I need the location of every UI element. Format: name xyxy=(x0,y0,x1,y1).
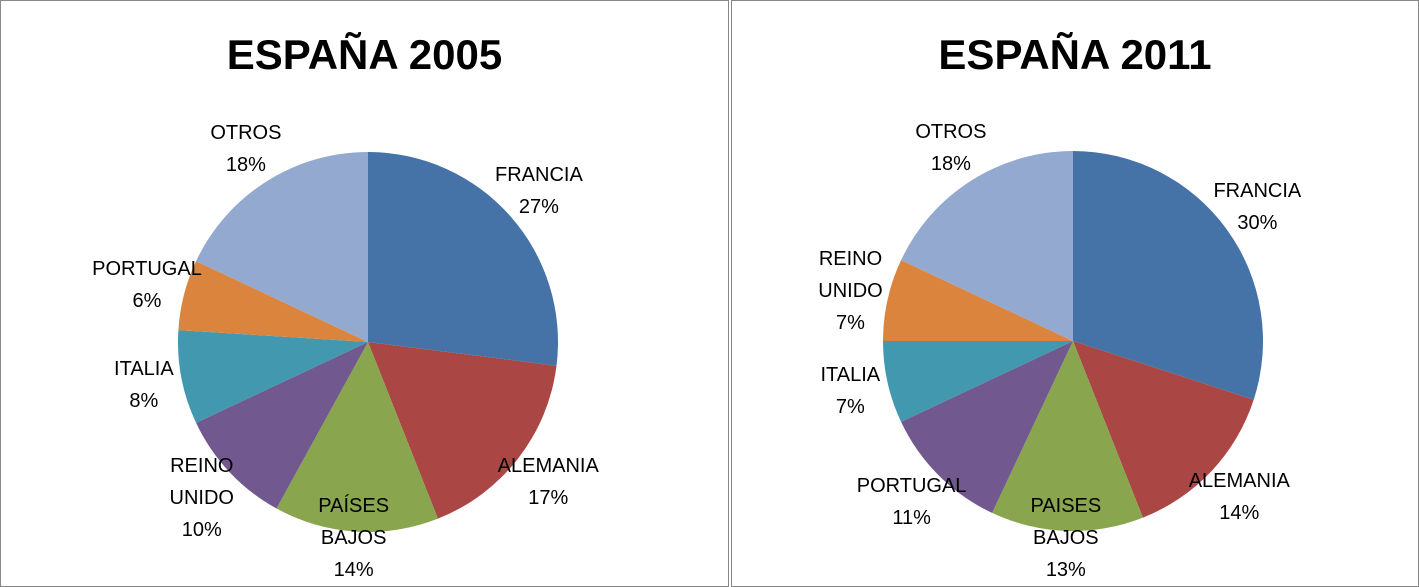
value-label: 11% xyxy=(892,507,931,530)
pie-slice xyxy=(196,152,368,342)
category-label: REINO UNIDO xyxy=(169,455,234,510)
chart-title: ESPAÑA 2011 xyxy=(938,31,1212,78)
value-label: 6% xyxy=(132,290,162,313)
pie-slice xyxy=(992,341,1143,531)
pie-slice xyxy=(883,260,1073,341)
category-label: ITALIA xyxy=(820,363,881,386)
value-label: 13% xyxy=(1045,559,1086,581)
value-label: 18% xyxy=(225,154,266,177)
pie-slice xyxy=(177,330,368,423)
value-label: 7% xyxy=(835,395,865,418)
category-label: ALEMANIA xyxy=(497,454,599,477)
data-label: REINO UNIDO 7% xyxy=(795,243,905,339)
data-label: OTROS 18% xyxy=(210,117,281,181)
pie-slice xyxy=(883,341,1073,422)
pie-slice xyxy=(178,261,368,342)
pie-slice xyxy=(276,342,438,532)
chart-panel: ESPAÑA 2011 FRANCIA 30% ALEMANIA 14% PAISES … xyxy=(731,0,1419,587)
pie-slice xyxy=(1073,341,1254,518)
value-label: 27% xyxy=(518,196,559,219)
data-label: PAÍSES BAJOS 14% xyxy=(299,490,409,586)
value-label: 10% xyxy=(181,519,222,542)
pie-slice xyxy=(901,341,1073,513)
data-label: OTROS 18% xyxy=(915,116,986,180)
data-label: PORTUGAL 11% xyxy=(857,470,967,534)
category-label: FRANCIA xyxy=(1213,179,1302,202)
data-label: REINO UNIDO 10% xyxy=(147,450,257,546)
category-label: PORTUGAL xyxy=(92,258,202,281)
chart-title: ESPAÑA 2005 xyxy=(226,31,503,78)
pie xyxy=(177,152,558,532)
category-label: OTROS xyxy=(210,122,282,145)
category-label: PAISES BAJOS xyxy=(1030,495,1102,549)
data-label: ALEMANIA 14% xyxy=(1189,465,1290,529)
value-label: 14% xyxy=(1219,502,1260,525)
pie-slice xyxy=(901,151,1073,341)
data-label: FRANCIA 30% xyxy=(1213,175,1301,239)
data-label: PORTUGAL 6% xyxy=(92,253,202,317)
chart-panel: ESPAÑA 2005 FRANCIA 27% ALEMANIA 17% PAÍSES … xyxy=(0,0,729,587)
category-label: ALEMANIA xyxy=(1188,470,1290,493)
pie-slice xyxy=(368,342,557,519)
value-label: 17% xyxy=(528,486,569,509)
pie-slice xyxy=(368,152,558,366)
pie-slice xyxy=(196,342,368,509)
data-label: PAISES BAJOS 13% xyxy=(1011,490,1121,586)
data-label: ITALIA 7% xyxy=(820,359,880,423)
category-label: REINO UNIDO xyxy=(818,248,883,303)
pie-slice xyxy=(1073,151,1263,400)
value-label: 14% xyxy=(333,559,374,581)
pie xyxy=(883,151,1263,531)
value-label: 7% xyxy=(836,312,865,335)
data-label: ITALIA 8% xyxy=(114,353,174,417)
value-label: 8% xyxy=(129,389,159,412)
data-label: ALEMANIA 17% xyxy=(498,450,599,514)
data-label: FRANCIA 27% xyxy=(495,159,583,223)
category-label: PORTUGAL xyxy=(856,475,967,498)
category-label: OTROS xyxy=(915,121,987,144)
value-label: 18% xyxy=(930,153,971,176)
value-label: 30% xyxy=(1237,211,1278,234)
category-label: PAÍSES BAJOS xyxy=(318,495,390,549)
category-label: FRANCIA xyxy=(495,164,583,187)
category-label: ITALIA xyxy=(114,357,174,380)
